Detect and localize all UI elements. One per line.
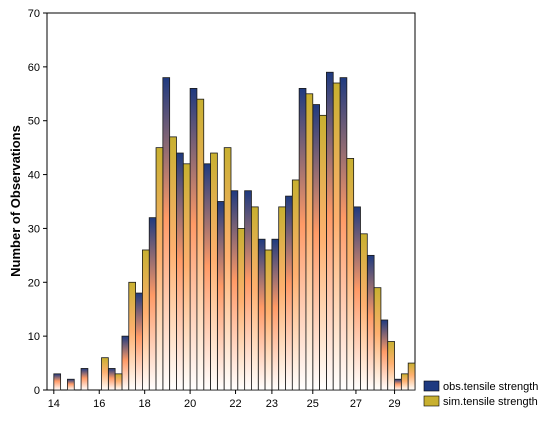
bar-obs-0-2 (80, 368, 89, 391)
bar-sim-1-4 (114, 373, 123, 391)
bar-sim-1-12 (223, 147, 232, 391)
x-tick-label-0: 14 (48, 398, 60, 410)
bar-obs-0-14 (257, 238, 266, 391)
bar-sim-1-6 (142, 249, 150, 391)
bar-obs-0-7 (162, 77, 171, 391)
x-tick-label-5: 23 (266, 398, 278, 410)
legend-label-sim: sim.tensile strength (443, 396, 538, 408)
bar-sim-1-3 (101, 357, 109, 391)
legend-swatch-sim (423, 395, 440, 407)
bar-obs-0-12 (230, 190, 239, 391)
bar-sim-1-8 (169, 136, 177, 391)
bar-obs-0-21 (353, 206, 361, 391)
bar-obs-0-13 (244, 190, 252, 391)
bar-sim-1-11 (210, 152, 218, 391)
bar-sim-1-23 (373, 287, 382, 391)
bar-sim-1-22 (360, 233, 368, 391)
bar-sim-1-20 (332, 82, 341, 391)
bar-obs-0-6 (148, 217, 157, 391)
bar-sim-1-14 (251, 206, 259, 391)
bar-obs-0-8 (176, 152, 184, 391)
bar-sim-1-18 (305, 93, 314, 391)
bar-sim-2-0 (407, 362, 416, 391)
x-tick-label-2: 18 (139, 398, 151, 410)
bar-obs-0-3 (107, 368, 116, 391)
y-tick-label-5: 50 (28, 116, 40, 128)
bar-obs-0-16 (285, 195, 293, 391)
y-tick-label-2: 20 (28, 277, 40, 289)
bar-sim-1-24 (387, 341, 395, 391)
bar-obs-0-20 (339, 77, 348, 391)
bar-sim-1-15 (264, 249, 273, 391)
bar-sim-1-13 (237, 228, 246, 391)
legend-swatch-obs (423, 380, 440, 392)
bar-sim-1-17 (291, 179, 300, 391)
bar-sim-1-7 (155, 147, 164, 391)
x-tick-label-3: 20 (184, 398, 196, 410)
x-tick-label-1: 16 (93, 398, 105, 410)
bar-sim-1-21 (346, 158, 355, 391)
bar-obs-0-18 (312, 104, 320, 391)
x-tick-label-8: 29 (388, 398, 400, 410)
bar-obs-0-19 (326, 71, 334, 391)
y-axis-label: Number of Observations (8, 125, 23, 277)
bars-layer (53, 71, 416, 391)
y-tick-label-6: 60 (28, 62, 40, 74)
bar-obs-0-4 (121, 335, 130, 391)
y-tick-label-7: 70 (28, 8, 40, 20)
bar-sim-1-19 (319, 114, 327, 391)
bar-obs-0-15 (271, 238, 280, 391)
bar-obs-0-22 (366, 254, 375, 391)
bar-sim-1-5 (128, 281, 136, 391)
x-tick-label-7: 27 (350, 398, 362, 410)
bar-sim-1-16 (278, 206, 286, 391)
y-tick-label-4: 40 (28, 170, 40, 182)
bar-obs-0-24 (394, 378, 402, 391)
x-tick-label-4: 22 (229, 398, 241, 410)
bar-obs-0-23 (380, 319, 389, 391)
legend: obs.tensile strength sim.tensile strengt… (423, 380, 538, 408)
y-tick-label-0: 0 (34, 385, 40, 397)
legend-label-obs: obs.tensile strength (443, 381, 538, 393)
bar-sim-1-25 (400, 373, 409, 391)
bar-obs-0-9 (189, 88, 198, 391)
x-axis: 14 16 18 20 22 23 25 27 29 (48, 390, 401, 410)
bar-obs-0-5 (135, 292, 143, 391)
bar-sim-1-9 (182, 163, 191, 391)
bar-obs-0-10 (203, 163, 211, 391)
bar-obs-0-0 (53, 373, 62, 391)
y-axis: 0 10 20 30 40 50 60 70 (28, 8, 47, 397)
bar-obs-0-17 (298, 88, 307, 391)
bar-sim-1-10 (196, 98, 205, 391)
bar-obs-0-1 (67, 378, 75, 391)
bar-obs-0-11 (216, 201, 225, 391)
x-tick-label-6: 25 (307, 398, 319, 410)
y-tick-label-3: 30 (28, 223, 40, 235)
y-tick-label-1: 10 (28, 331, 40, 343)
